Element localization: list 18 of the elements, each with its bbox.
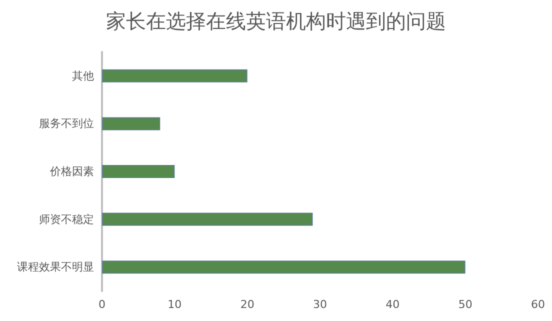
x-tick-label: 20 [240,298,254,311]
x-tick-label: 60 [531,298,545,311]
x-tick-label: 10 [168,298,182,311]
y-tick-label: 师资不稳定 [39,212,94,226]
y-tick-label: 其他 [72,69,94,82]
chart-title: 家长在选择在线英语机构时遇到的问题 [106,9,446,33]
bar [102,117,160,130]
y-tick-label: 课程效果不明显 [17,260,94,274]
x-tick-label: 0 [98,298,106,311]
y-tick-label: 服务不到位 [39,117,94,130]
bar [102,165,175,178]
bar [102,212,313,226]
y-tick-label: 价格因素 [49,165,94,178]
x-tick-label: 40 [386,298,400,311]
x-tick-label: 30 [313,298,327,311]
bar [102,260,466,274]
bar [102,69,248,82]
x-tick-label: 50 [458,298,472,311]
